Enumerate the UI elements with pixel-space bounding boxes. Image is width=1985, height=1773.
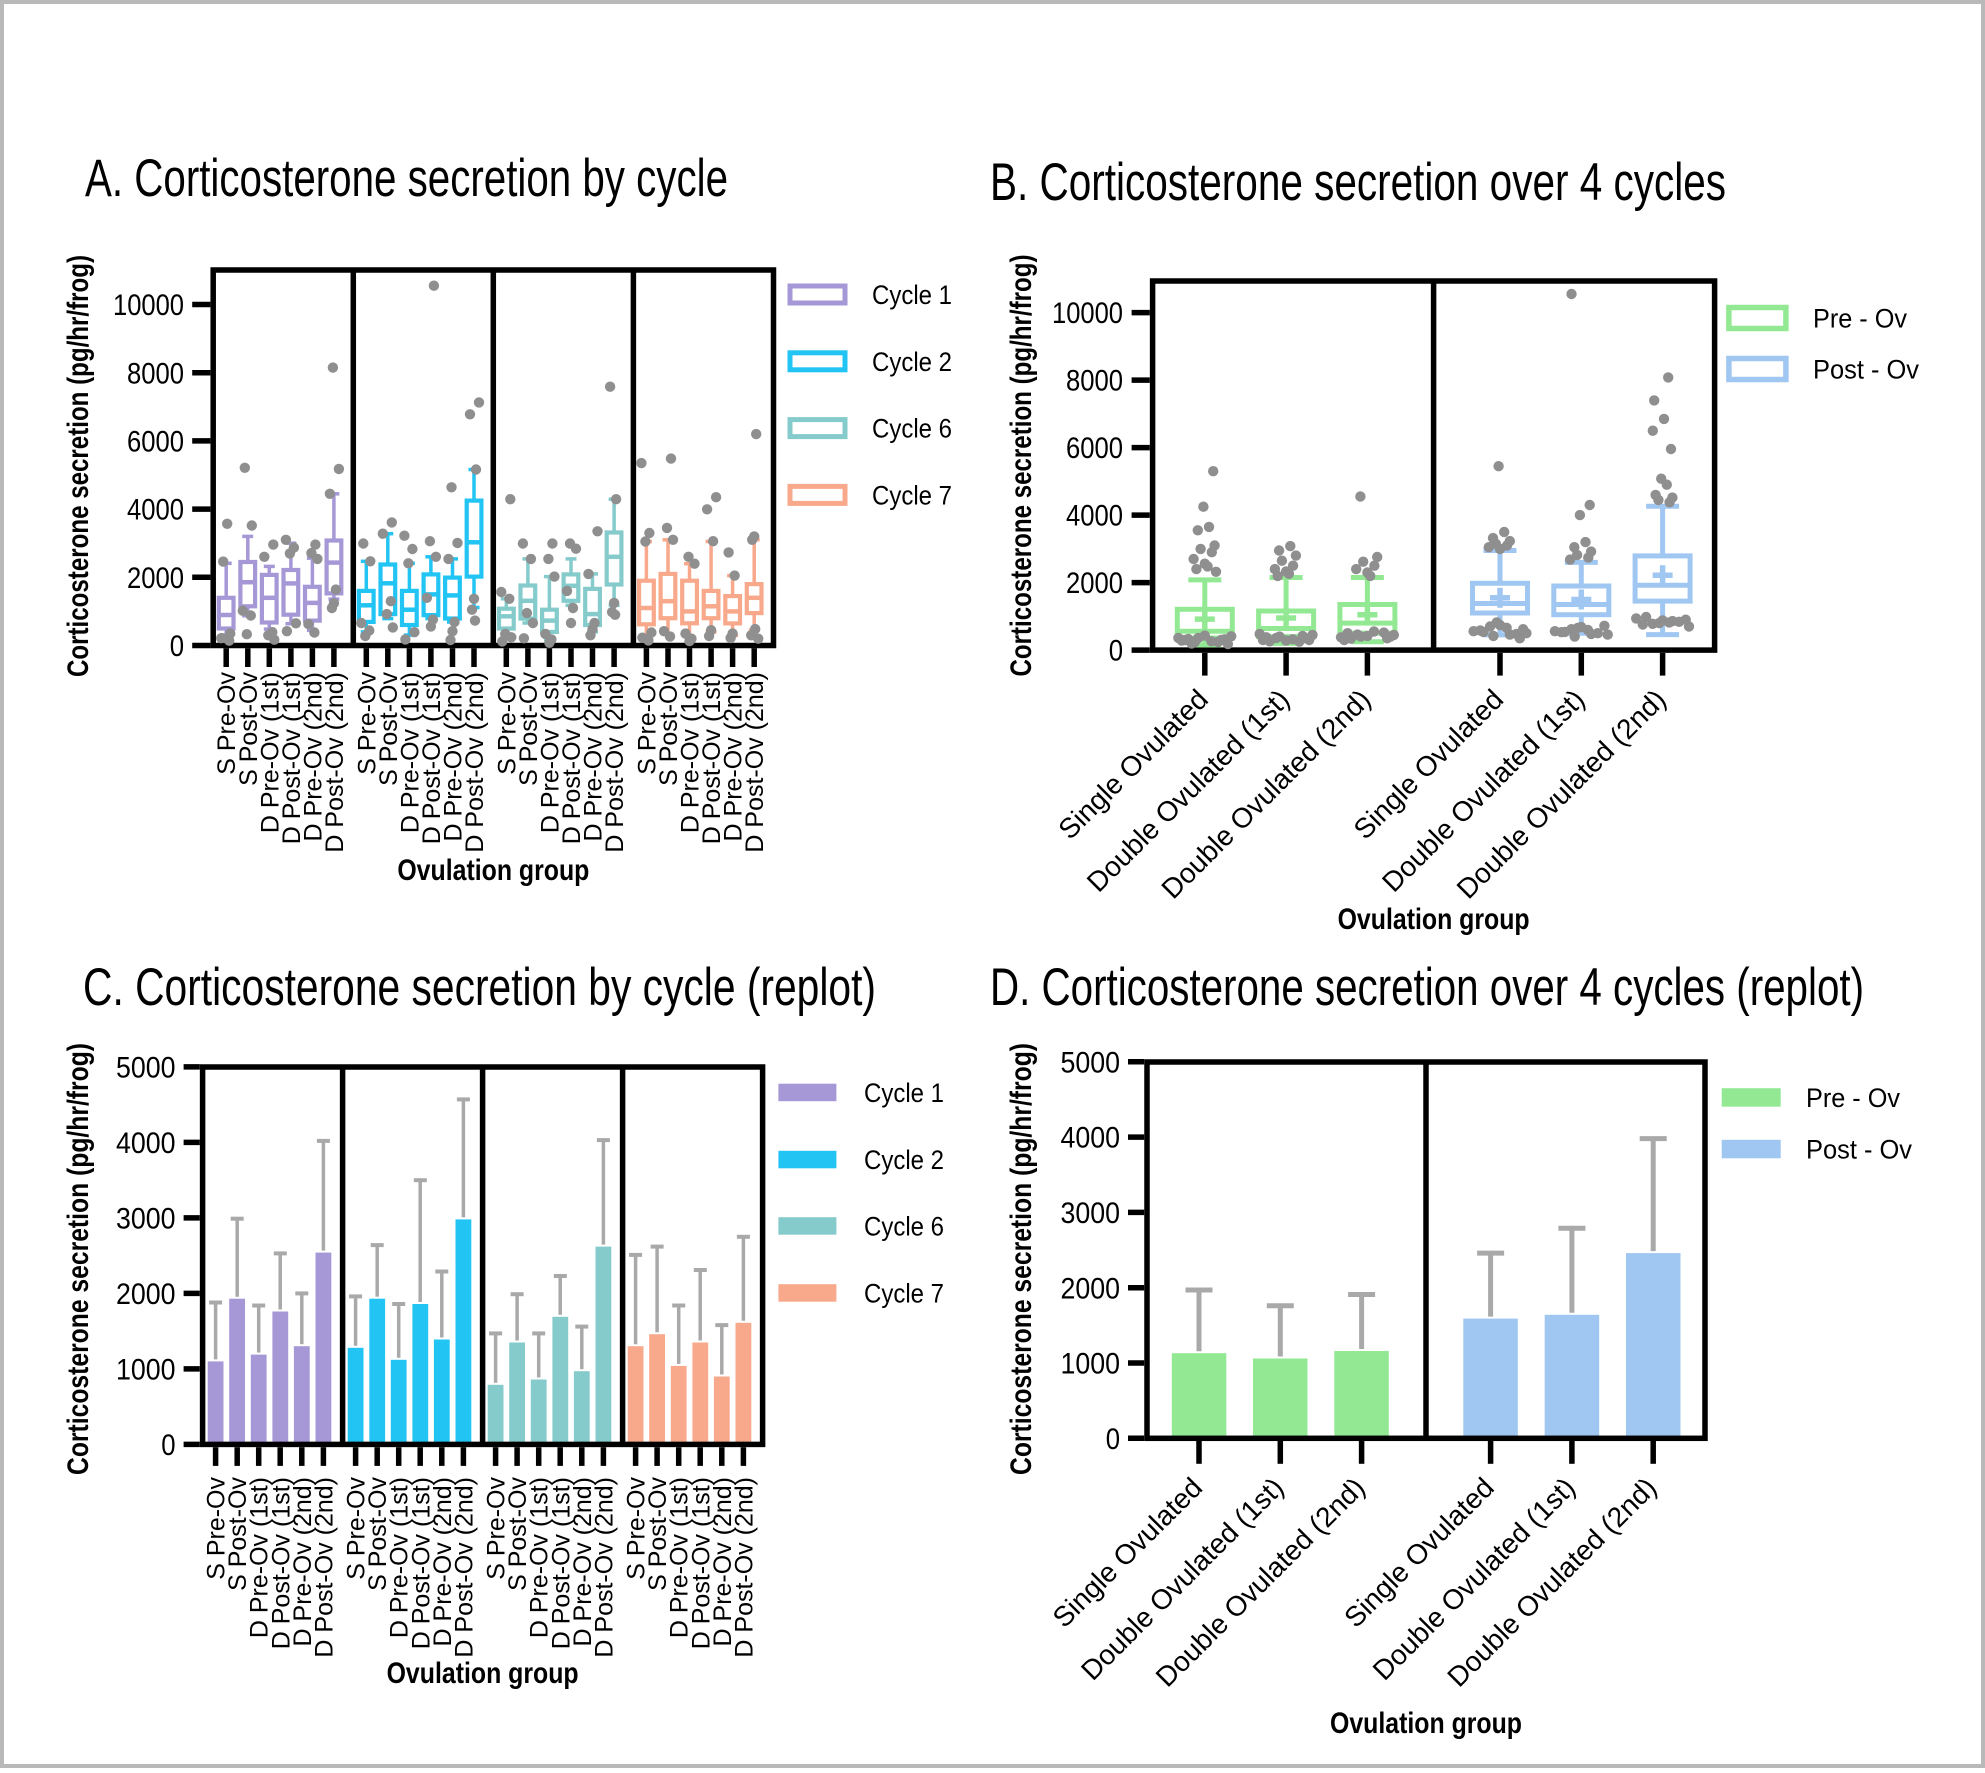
svg-text:D Pre-Ov (2nd): D Pre-Ov (2nd): [429, 1477, 457, 1646]
svg-text:Cycle 1: Cycle 1: [864, 1078, 944, 1108]
svg-text:S Post-Ov: S Post-Ov: [375, 672, 403, 786]
svg-text:D Pre-Ov (1st): D Pre-Ov (1st): [526, 1477, 554, 1638]
svg-text:D Post-Ov (2nd): D Post-Ov (2nd): [321, 672, 349, 853]
svg-text:D Pre-Ov (2nd): D Pre-Ov (2nd): [439, 672, 467, 841]
svg-text:8000: 8000: [127, 357, 184, 390]
svg-text:Cycle 1: Cycle 1: [872, 280, 952, 310]
svg-text:S Pre-Ov: S Pre-Ov: [213, 672, 241, 775]
svg-text:D Post-Ov (2nd): D Post-Ov (2nd): [310, 1477, 338, 1658]
svg-text:0: 0: [1109, 635, 1123, 668]
svg-text:5000: 5000: [116, 1052, 176, 1085]
svg-text:Cycle 7: Cycle 7: [864, 1279, 944, 1309]
svg-text:0: 0: [1106, 1423, 1120, 1456]
svg-text:Post - Ov: Post - Ov: [1813, 355, 1919, 385]
svg-text:B. Corticosterone secretion ov: B. Corticosterone secretion over 4 cycle…: [990, 153, 1726, 212]
svg-text:2000: 2000: [127, 562, 184, 595]
svg-text:C. Corticosterone secretion by: C. Corticosterone secretion by cycle (re…: [83, 958, 876, 1017]
svg-text:D Pre-Ov (2nd): D Pre-Ov (2nd): [569, 1477, 597, 1646]
svg-text:D Post-Ov (2nd): D Post-Ov (2nd): [601, 672, 629, 853]
svg-text:D Pre-Ov (1st): D Pre-Ov (1st): [386, 1477, 414, 1638]
svg-text:4000: 4000: [127, 494, 184, 527]
svg-text:D Post-Ov (1st): D Post-Ov (1st): [418, 672, 446, 844]
svg-text:D Pre-Ov (1st): D Pre-Ov (1st): [677, 672, 705, 833]
svg-text:4000: 4000: [116, 1127, 176, 1160]
svg-text:D Post-Ov (2nd): D Post-Ov (2nd): [461, 672, 489, 853]
svg-text:2000: 2000: [116, 1278, 176, 1311]
svg-text:S Post-Ov: S Post-Ov: [655, 672, 683, 786]
svg-text:D Pre-Ov (2nd): D Pre-Ov (2nd): [720, 672, 748, 841]
svg-text:A. Corticosterone secretion by: A. Corticosterone secretion by cycle: [85, 149, 728, 208]
svg-text:6000: 6000: [127, 426, 184, 459]
svg-text:Post - Ov: Post - Ov: [1806, 1135, 1912, 1165]
svg-text:6000: 6000: [1066, 432, 1123, 465]
svg-text:D Post-Ov (1st): D Post-Ov (1st): [267, 1477, 295, 1649]
svg-text:S Pre-Ov: S Pre-Ov: [483, 1477, 511, 1580]
svg-text:2000: 2000: [1061, 1272, 1121, 1305]
svg-text:D. Corticosterone secretion ov: D. Corticosterone secretion over 4 cycle…: [990, 958, 1864, 1017]
svg-text:Cycle 6: Cycle 6: [864, 1211, 944, 1241]
svg-text:D Pre-Ov (2nd): D Pre-Ov (2nd): [580, 672, 608, 841]
svg-text:D Pre-Ov (1st): D Pre-Ov (1st): [256, 672, 284, 833]
svg-text:D Pre-Ov (1st): D Pre-Ov (1st): [536, 672, 564, 833]
svg-text:S Pre-Ov: S Pre-Ov: [493, 672, 521, 775]
svg-text:10000: 10000: [113, 289, 184, 322]
svg-text:Cycle 2: Cycle 2: [872, 347, 952, 377]
svg-text:1000: 1000: [1061, 1348, 1121, 1381]
svg-text:S Pre-Ov: S Pre-Ov: [633, 672, 661, 775]
svg-text:D Post-Ov (1st): D Post-Ov (1st): [558, 672, 586, 844]
svg-text:Corticosterone secretion (pg/h: Corticosterone secretion (pg/hr/frog): [1005, 1043, 1038, 1475]
svg-text:D Post-Ov (1st): D Post-Ov (1st): [547, 1477, 575, 1649]
svg-text:D Post-Ov (2nd): D Post-Ov (2nd): [590, 1477, 618, 1658]
svg-text:S Post-Ov: S Post-Ov: [515, 672, 543, 786]
svg-text:5000: 5000: [1061, 1046, 1121, 1079]
svg-text:Cycle 7: Cycle 7: [872, 480, 952, 510]
svg-text:3000: 3000: [116, 1203, 176, 1236]
svg-text:2000: 2000: [1066, 567, 1123, 600]
svg-text:D Pre-Ov (2nd): D Pre-Ov (2nd): [709, 1477, 737, 1646]
svg-text:Corticosterone secretion (pg/h: Corticosterone secretion (pg/hr/frog): [1005, 255, 1038, 677]
svg-text:Pre - Ov: Pre - Ov: [1806, 1083, 1900, 1113]
svg-text:D Post-Ov (2nd): D Post-Ov (2nd): [730, 1477, 758, 1658]
svg-text:10000: 10000: [1052, 297, 1123, 330]
svg-text:Cycle 2: Cycle 2: [864, 1145, 944, 1175]
svg-text:D Pre-Ov (1st): D Pre-Ov (1st): [666, 1477, 694, 1638]
svg-text:Ovulation group: Ovulation group: [1330, 1707, 1522, 1740]
svg-text:Ovulation group: Ovulation group: [387, 1657, 579, 1690]
svg-text:S Pre-Ov: S Pre-Ov: [353, 672, 381, 775]
svg-text:D Post-Ov (1st): D Post-Ov (1st): [687, 1477, 715, 1649]
svg-text:S Post-Ov: S Post-Ov: [364, 1477, 392, 1591]
svg-text:D Pre-Ov (1st): D Pre-Ov (1st): [396, 672, 424, 833]
svg-text:0: 0: [161, 1429, 175, 1462]
svg-text:4000: 4000: [1066, 500, 1123, 533]
svg-text:1000: 1000: [116, 1354, 176, 1387]
svg-text:4000: 4000: [1061, 1122, 1121, 1155]
svg-text:D Pre-Ov (2nd): D Pre-Ov (2nd): [299, 672, 327, 841]
svg-text:D Post-Ov (2nd): D Post-Ov (2nd): [450, 1477, 478, 1658]
svg-text:0: 0: [170, 630, 184, 663]
svg-text:3000: 3000: [1061, 1197, 1121, 1230]
svg-text:D Post-Ov (1st): D Post-Ov (1st): [698, 672, 726, 844]
svg-text:8000: 8000: [1066, 365, 1123, 398]
svg-text:S Post-Ov: S Post-Ov: [644, 1477, 672, 1591]
svg-text:S Post-Ov: S Post-Ov: [224, 1477, 252, 1591]
svg-text:Corticosterone secretion (pg/h: Corticosterone secretion (pg/hr/frog): [62, 1043, 95, 1475]
svg-text:S Pre-Ov: S Pre-Ov: [623, 1477, 651, 1580]
svg-text:S Pre-Ov: S Pre-Ov: [343, 1477, 371, 1580]
svg-text:Pre - Ov: Pre - Ov: [1813, 304, 1907, 334]
svg-text:Cycle 6: Cycle 6: [872, 414, 952, 444]
svg-text:Ovulation group: Ovulation group: [397, 854, 589, 887]
svg-text:Corticosterone secretion (pg/h: Corticosterone secretion (pg/hr/frog): [62, 255, 95, 677]
svg-text:D Post-Ov (2nd): D Post-Ov (2nd): [741, 672, 769, 853]
svg-text:D Pre-Ov (2nd): D Pre-Ov (2nd): [289, 1477, 317, 1646]
svg-text:D Post-Ov (1st): D Post-Ov (1st): [278, 672, 306, 844]
svg-text:Ovulation group: Ovulation group: [1338, 903, 1530, 936]
svg-text:D Pre-Ov (1st): D Pre-Ov (1st): [246, 1477, 274, 1638]
svg-text:S Post-Ov: S Post-Ov: [504, 1477, 532, 1591]
svg-text:S Post-Ov: S Post-Ov: [235, 672, 263, 786]
svg-text:D Post-Ov (1st): D Post-Ov (1st): [407, 1477, 435, 1649]
svg-text:S Pre-Ov: S Pre-Ov: [203, 1477, 231, 1580]
